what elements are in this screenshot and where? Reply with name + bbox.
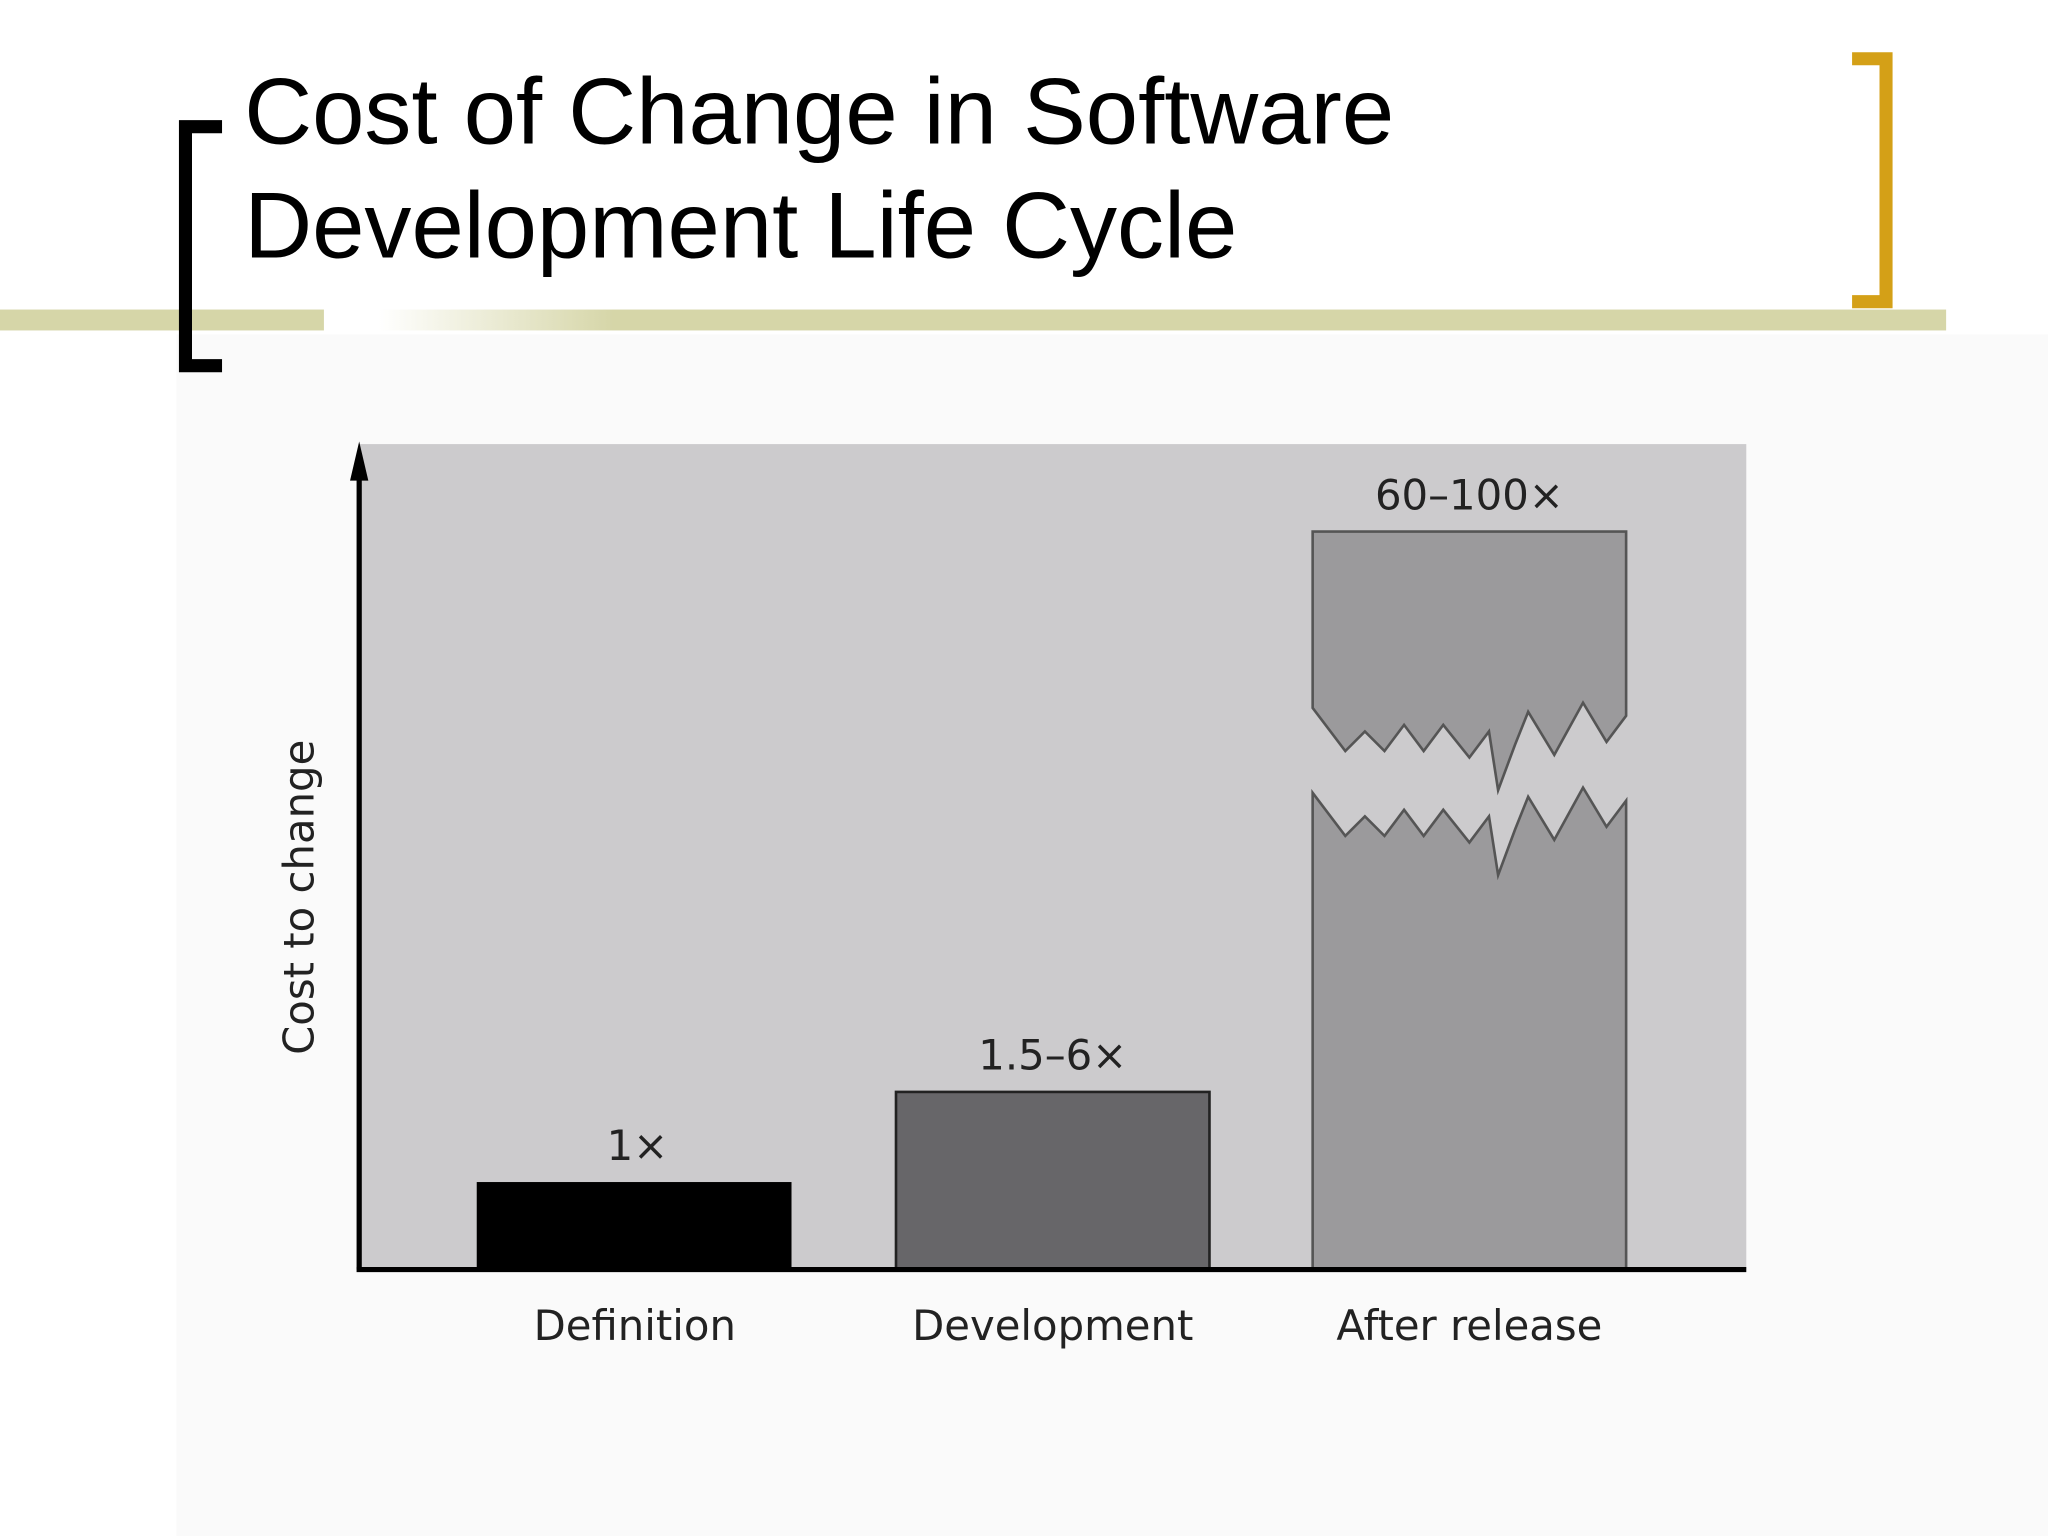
bar-label: 1× (607, 1121, 669, 1170)
bar-upper (1311, 530, 1628, 796)
bar (476, 1182, 792, 1270)
title-line: Cost of Change in Software (244, 59, 1394, 164)
y-axis-label: Cost to change (274, 740, 323, 1055)
bar (894, 1090, 1211, 1271)
category-label: Definition (534, 1301, 736, 1350)
bar-lower (1311, 784, 1628, 1271)
rule-left (0, 309, 324, 331)
right-bracket (1852, 52, 1893, 309)
title-line: Development Life Cycle (244, 172, 1237, 277)
rule-right (378, 309, 1947, 331)
category-label: After release (1336, 1301, 1602, 1350)
category-label: Development (912, 1301, 1193, 1350)
bar-label: 60–100× (1375, 470, 1564, 519)
y-axis-arrow (350, 441, 369, 481)
bar-label: 1.5–6× (978, 1031, 1127, 1080)
left-bracket (178, 120, 223, 373)
